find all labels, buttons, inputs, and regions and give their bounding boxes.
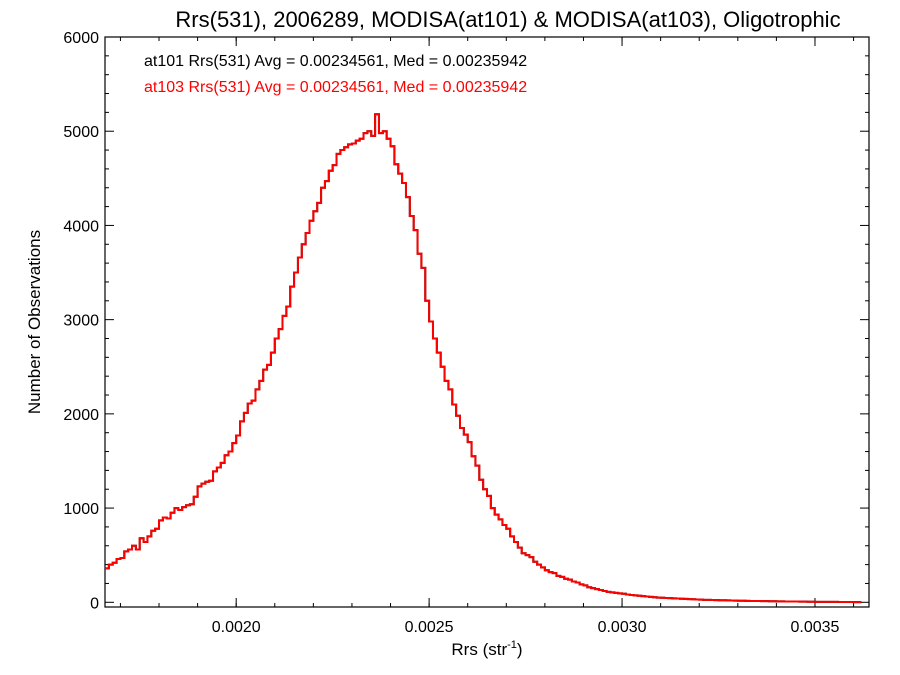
plot-frame [104, 36, 870, 608]
x-axis-ticks: 0.0020 0.0025 0.0030 0.0035 [119, 37, 855, 636]
x-tick-label: 0.0030 [598, 619, 647, 636]
y-tick-label: 6000 [63, 30, 99, 47]
annotation-at101: at101 Rrs(531) Avg = 0.00234561, Med = 0… [144, 53, 527, 70]
chart-title: Rrs(531), 2006289, MODISA(at101) & MODIS… [175, 7, 840, 32]
x-axis-title: Rrs (str-1) [451, 639, 522, 659]
y-axis-title: Number of Observations [25, 230, 44, 414]
x-axis-title-superscript: -1 [507, 639, 517, 651]
y-tick-label: 2000 [63, 407, 99, 424]
y-tick-label: 4000 [63, 218, 99, 235]
y-tick-label: 3000 [63, 313, 99, 330]
series-line-at103 [105, 113, 862, 604]
y-tick-label: 0 [90, 595, 99, 612]
y-axis-ticks: 0 1000 2000 3000 4000 5000 6000 [63, 30, 869, 612]
series-line-at101 [105, 113, 862, 604]
y-tick-label: 5000 [63, 124, 99, 141]
y-tick-label: 1000 [63, 501, 99, 518]
x-tick-label: 0.0020 [212, 619, 261, 636]
annotation-at103: at103 Rrs(531) Avg = 0.00234561, Med = 0… [144, 79, 527, 96]
x-tick-label: 0.0025 [405, 619, 454, 636]
x-tick-label: 0.0035 [791, 619, 840, 636]
series-layer [105, 113, 862, 604]
